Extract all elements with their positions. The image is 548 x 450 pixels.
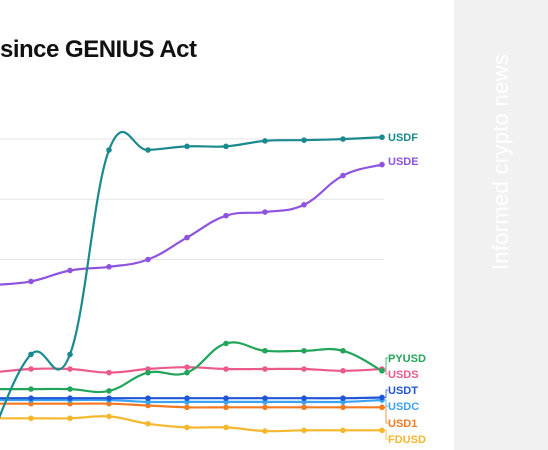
data-point-pyusd [67, 386, 73, 392]
data-point-usds [106, 369, 112, 376]
data-point-usde [340, 172, 346, 179]
data-point-usdt [379, 394, 385, 401]
series-label-usdf: USDF [388, 132, 418, 144]
label-connector-usds [384, 368, 388, 375]
series-label-usdc: USDC [388, 401, 419, 413]
label-connector-usdt [384, 389, 388, 398]
data-point-usde [106, 264, 112, 270]
data-point-usdt [340, 395, 346, 402]
data-point-fdusd [340, 427, 346, 434]
gridlines [0, 138, 384, 260]
data-point-usde [379, 161, 385, 168]
data-point-usdt [28, 395, 34, 402]
data-point-pyusd [106, 388, 112, 394]
series-line-usdt [0, 396, 384, 400]
data-point-usd1 [301, 404, 307, 411]
data-point-usdf [301, 137, 307, 143]
data-point-usdt [106, 395, 112, 402]
data-point-usds [67, 366, 73, 372]
data-point-usde [67, 267, 73, 274]
data-point-usds [28, 366, 34, 372]
data-point-usds [340, 368, 346, 374]
data-point-usdf [145, 147, 151, 153]
data-point-usds [223, 366, 229, 372]
data-point-usde [145, 256, 151, 263]
data-point-usde [28, 278, 34, 285]
data-point-fdusd [145, 420, 151, 427]
data-point-usd1 [379, 404, 385, 411]
label-connector-pyusd [384, 357, 388, 372]
series-label-usd1: USD1 [388, 418, 417, 430]
data-point-fdusd [28, 415, 34, 422]
data-point-pyusd [301, 347, 307, 354]
series-label-fdusd: FDUSD [388, 434, 426, 446]
chart-title: since GENIUS Act [0, 36, 197, 63]
data-point-usdt [301, 395, 307, 402]
watermark-text: Informed crypto news [488, 53, 513, 271]
data-point-usds [262, 366, 268, 372]
data-point-fdusd [301, 427, 307, 434]
data-point-pyusd [223, 340, 229, 347]
series-line-usde [0, 163, 384, 286]
series-label-usds: USDS [388, 369, 419, 381]
series-line-usd1 [0, 402, 384, 409]
data-point-pyusd [262, 347, 268, 354]
data-point-usde [262, 209, 268, 215]
data-point-fdusd [379, 427, 385, 434]
series-label-pyusd: PYUSD [388, 353, 426, 365]
data-point-usde [223, 212, 229, 219]
series-label-usdt: USDT [388, 385, 418, 397]
label-connector-fdusd [384, 429, 388, 440]
data-point-usdt [262, 395, 268, 402]
data-point-usde [301, 201, 307, 208]
data-point-fdusd [223, 424, 229, 431]
data-point-usds [184, 364, 190, 370]
data-point-pyusd [145, 369, 151, 376]
data-point-usd1 [184, 404, 190, 411]
data-point-usds [301, 366, 307, 372]
data-point-usdt [223, 395, 229, 402]
data-point-usd1 [262, 404, 268, 411]
data-point-usdt [67, 395, 73, 402]
data-point-usd1 [223, 404, 229, 411]
series-line-usdc [0, 398, 384, 404]
data-point-usde [184, 234, 190, 241]
label-connector-usdc [384, 399, 388, 407]
data-point-usdt [184, 395, 190, 402]
side-panel [454, 0, 548, 450]
data-point-usdf [28, 351, 34, 358]
data-point-fdusd [262, 428, 268, 434]
data-point-usdf [223, 143, 229, 150]
series-label-usde: USDE [388, 156, 419, 168]
series-lines [0, 131, 384, 433]
data-point-fdusd [106, 413, 112, 420]
data-point-pyusd [379, 368, 385, 374]
data-point-usdf [184, 143, 190, 150]
data-point-pyusd [184, 369, 190, 376]
series-line-fdusd [0, 415, 384, 433]
data-point-usdf [379, 134, 385, 141]
series-labels: USDF USDE PYUSD USDS USDT USDC USD1 FDUSD [384, 132, 426, 446]
data-point-usdt [145, 395, 151, 402]
data-point-usdf [340, 136, 346, 142]
data-point-fdusd [184, 424, 190, 431]
data-point-fdusd [67, 415, 73, 422]
data-point-usdf [67, 351, 73, 358]
data-point-pyusd [340, 347, 346, 354]
data-point-usd1 [340, 404, 346, 411]
series-points [28, 134, 385, 434]
data-point-usdf [262, 138, 268, 144]
label-connector-usd1 [384, 406, 388, 424]
data-point-usdf [106, 147, 112, 153]
data-point-pyusd [28, 386, 34, 392]
line-chart: USDF USDE PYUSD USDS USDT USDC USD1 FDUSD [0, 131, 426, 446]
